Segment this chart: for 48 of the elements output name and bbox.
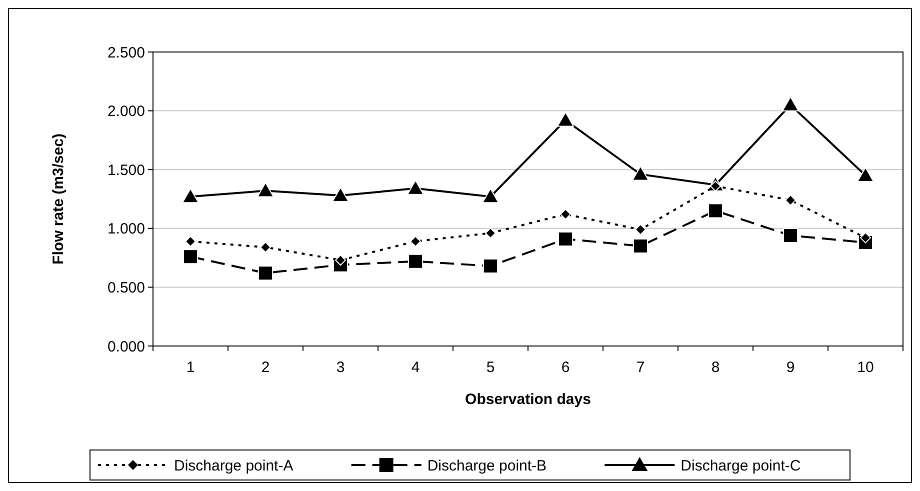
y-tick-label: 1.000 <box>107 220 145 238</box>
point <box>483 258 498 274</box>
point <box>332 186 349 202</box>
point <box>485 228 496 239</box>
point <box>260 242 271 253</box>
y-tick-label: 0.000 <box>107 338 145 356</box>
point <box>335 254 346 266</box>
x-tick-label: 8 <box>711 359 720 376</box>
x-tick-label: 10 <box>857 359 874 376</box>
point <box>632 166 649 181</box>
point <box>782 96 799 112</box>
x-tick-label: 2 <box>261 359 270 376</box>
point <box>708 203 723 218</box>
point <box>785 194 796 206</box>
x-tick-label: 4 <box>411 359 420 376</box>
point <box>860 232 871 244</box>
point <box>558 231 573 246</box>
legend-label: Discharge point-A <box>174 457 294 474</box>
point <box>857 166 874 182</box>
x-axis-title: Observation days <box>465 391 591 408</box>
y-tick-label: 1.500 <box>107 162 145 179</box>
x-tick-label: 6 <box>561 359 570 376</box>
point <box>408 254 423 269</box>
point <box>183 249 198 264</box>
point <box>257 182 274 198</box>
point <box>710 180 721 192</box>
point <box>482 188 499 204</box>
point <box>258 266 273 281</box>
x-tick-label: 3 <box>336 359 345 376</box>
y-tick-label: 2.500 <box>107 44 145 62</box>
legend-label: Discharge point-C <box>680 457 801 474</box>
point <box>635 224 646 236</box>
x-tick-label: 7 <box>636 359 645 376</box>
x-tick-label: 5 <box>486 359 495 376</box>
point <box>185 236 196 247</box>
y-axis-title: Flow rate (m3/sec) <box>50 134 67 264</box>
point <box>557 112 574 127</box>
point <box>783 228 798 243</box>
point <box>182 188 199 204</box>
y-tick-label: 2.000 <box>107 103 145 120</box>
x-tick-label: 1 <box>186 359 195 376</box>
point <box>407 180 424 195</box>
y-tick-label: 0.500 <box>107 279 145 296</box>
legend-label: Discharge point-B <box>427 457 547 474</box>
point <box>633 238 648 254</box>
point <box>410 236 421 247</box>
x-tick-label: 9 <box>786 359 795 376</box>
point <box>560 208 571 220</box>
